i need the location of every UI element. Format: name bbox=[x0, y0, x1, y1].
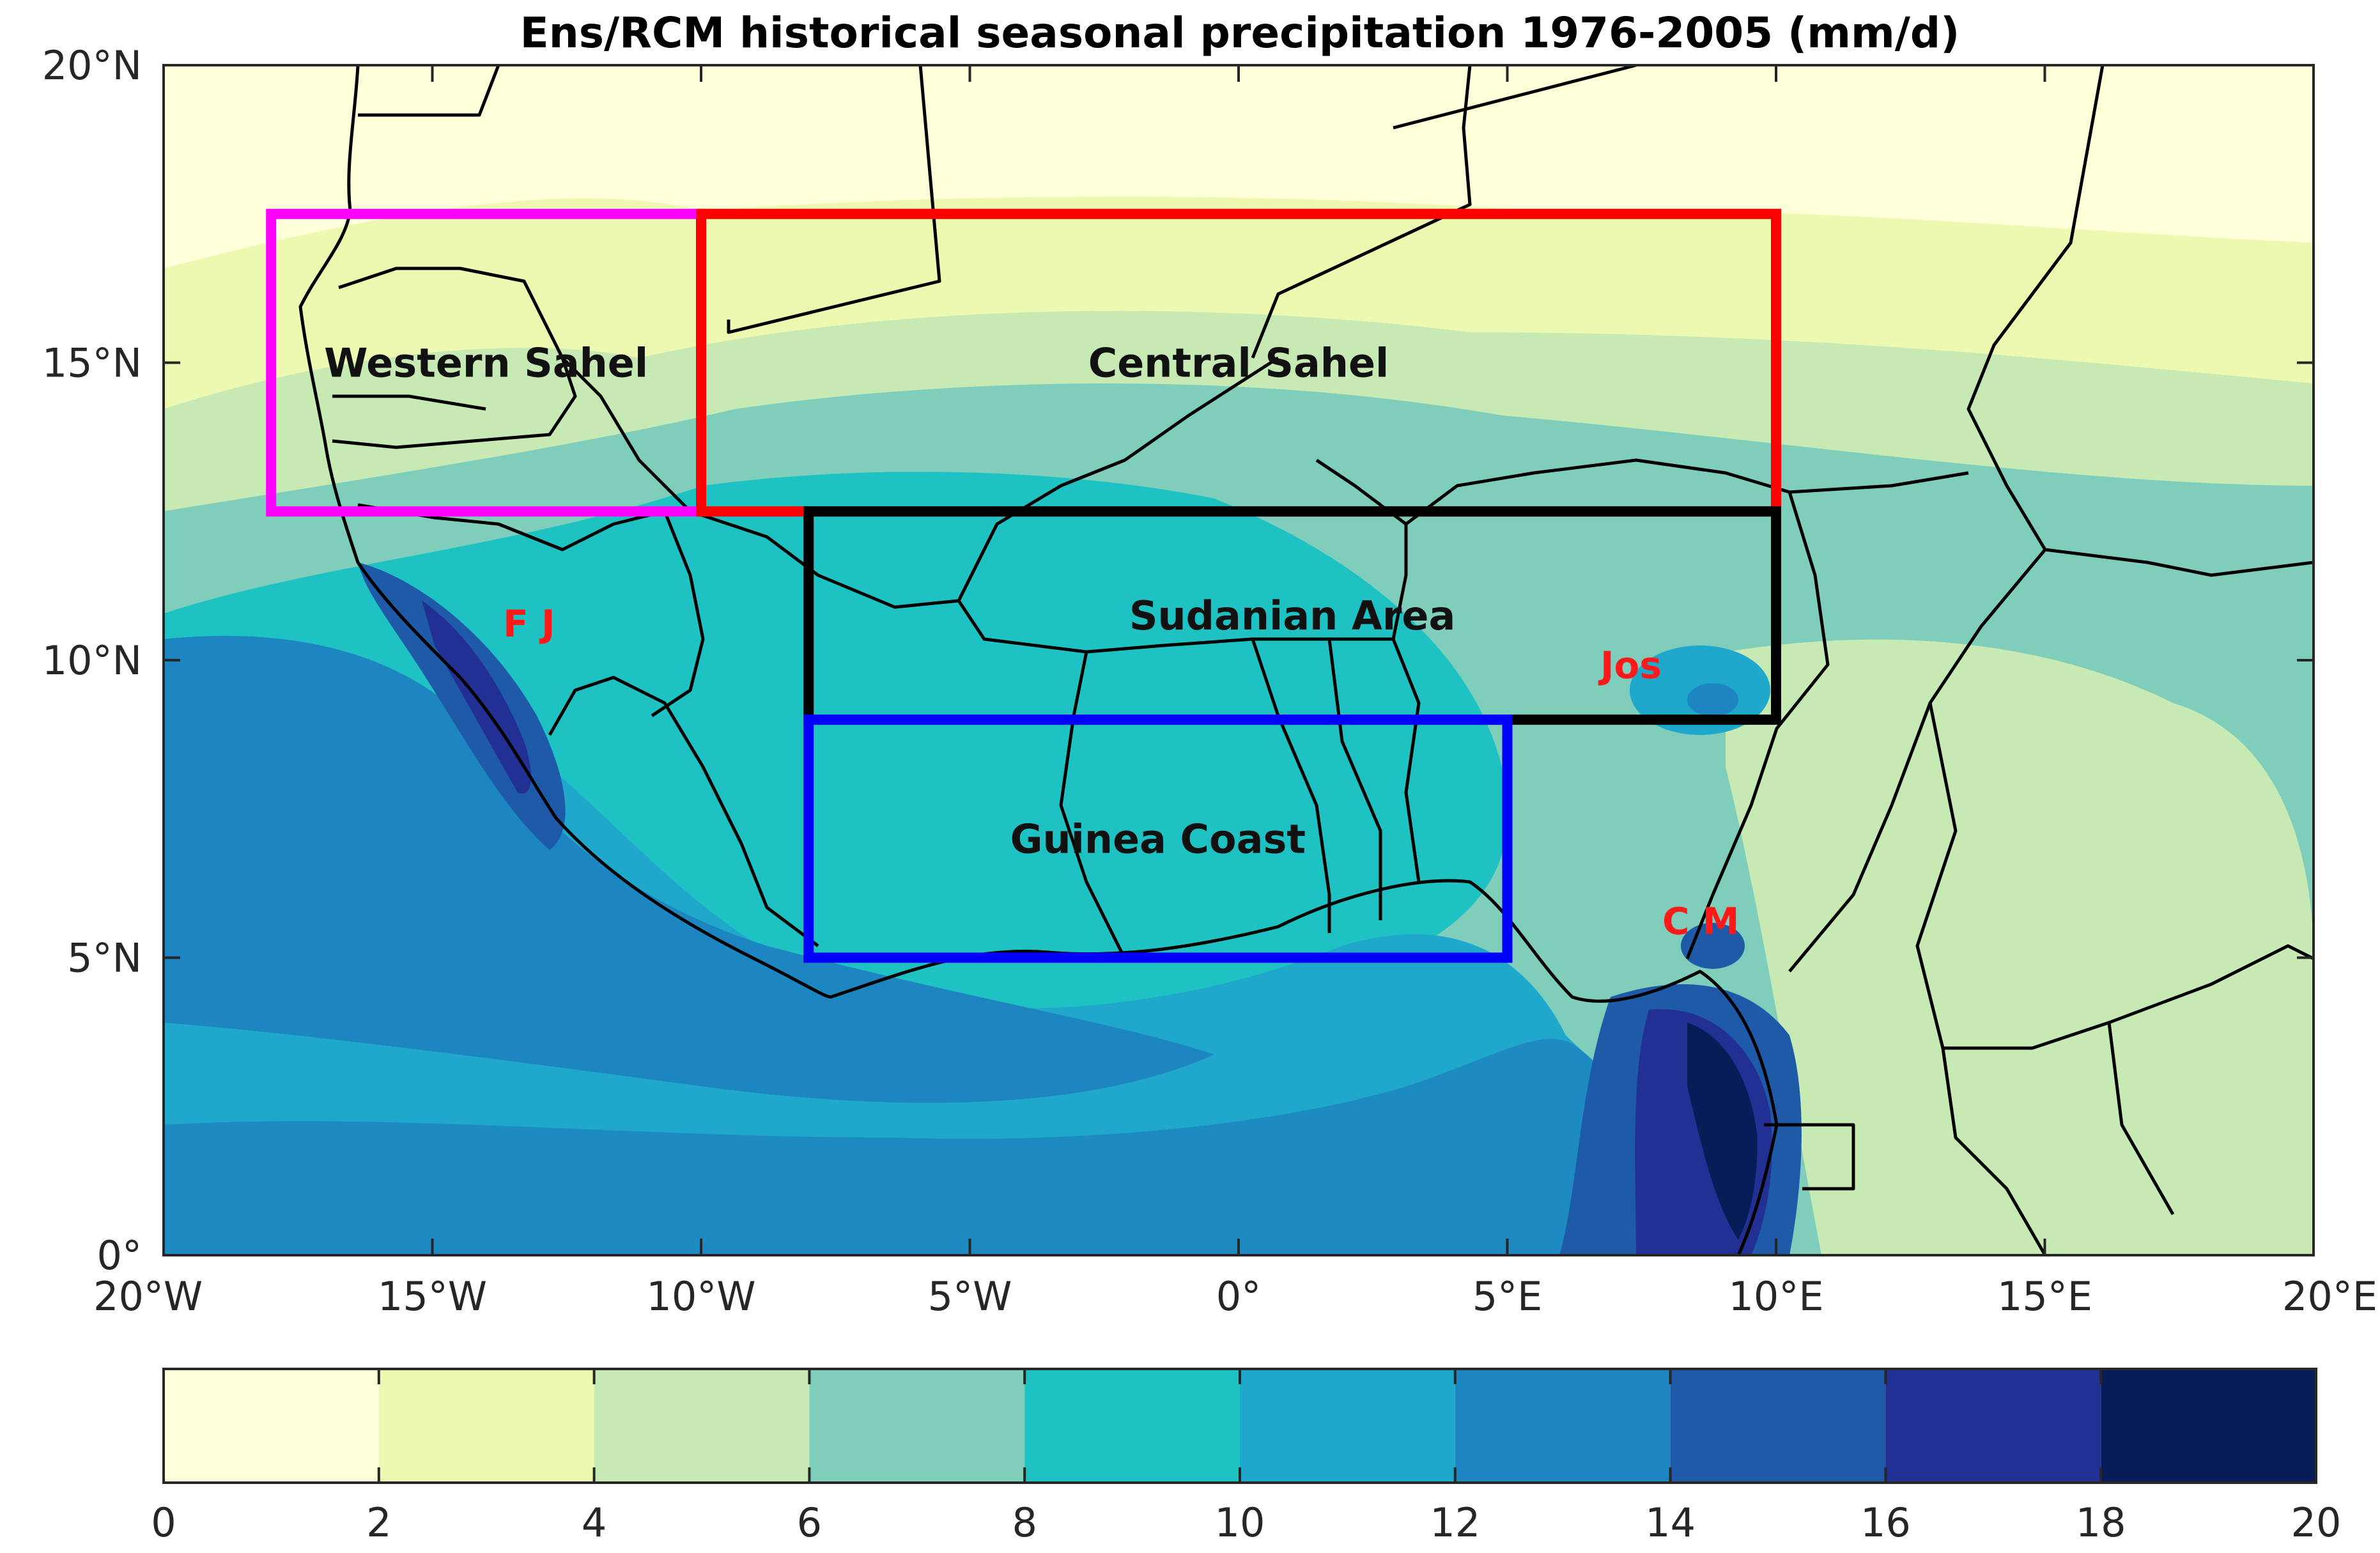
region-label: Sudanian Area bbox=[1129, 592, 1455, 639]
border-mali-south bbox=[561, 356, 1279, 609]
map-axis-labels: 20°W 15°W 10°W 5°W 0° 5°E 10°E 15°E 20°E 0° 5°N 10°… bbox=[42, 42, 2377, 1320]
region-box-guinea-coast bbox=[803, 715, 1513, 963]
border-cameroon-car bbox=[1915, 702, 2314, 1050]
lon-tick-label: 0° bbox=[1216, 1273, 1261, 1320]
border-benin-nigeria bbox=[1391, 638, 1421, 883]
region-boxes: Western Sahel Central Sahel Sudanian Area G… bbox=[266, 208, 1781, 963]
colorbar-tick-label: 14 bbox=[1645, 1499, 1696, 1546]
lon-tick-label: 15°E bbox=[1997, 1273, 2092, 1320]
colorbar-tick-label: 18 bbox=[2076, 1499, 2126, 1546]
colorbar-tick-label: 8 bbox=[1012, 1499, 1037, 1546]
colorbar-swatch bbox=[809, 1369, 1025, 1483]
colorbar-swatch bbox=[1670, 1369, 1886, 1483]
precip-field-18-20-cm bbox=[1687, 1023, 1758, 1240]
border-senegal bbox=[332, 267, 577, 449]
border-libya-chad bbox=[1393, 65, 1637, 130]
colorbar-swatch bbox=[1024, 1369, 1240, 1483]
region-label: Guinea Coast bbox=[1010, 815, 1306, 862]
border-car-drc bbox=[2107, 1022, 2175, 1216]
border-togo-benin bbox=[1327, 638, 1382, 920]
station-label: F J bbox=[503, 602, 555, 645]
colorbar-tick-label: 10 bbox=[1215, 1499, 1265, 1546]
border-mauritania-mali bbox=[727, 65, 941, 334]
colorbar-swatch bbox=[594, 1369, 810, 1483]
colorbar-swatch bbox=[2101, 1369, 2316, 1483]
lat-tick-label: 5°N bbox=[67, 935, 142, 982]
colorbar: 0 2 4 6 8 10 12 14 16 18 20 bbox=[151, 1368, 2342, 1546]
colorbar-tick-label: 20 bbox=[2291, 1499, 2342, 1546]
colorbar-swatch bbox=[1455, 1369, 1671, 1483]
precip-field-jos-core bbox=[1687, 683, 1738, 716]
lon-tick-label: 20°W bbox=[93, 1273, 203, 1320]
border-ivory-ghana bbox=[1059, 651, 1127, 960]
lon-tick-label: 10°W bbox=[646, 1273, 755, 1320]
lat-tick-label: 0° bbox=[97, 1232, 142, 1279]
lon-tick-label: 20°E bbox=[2282, 1273, 2377, 1320]
colorbar-tick-label: 16 bbox=[1860, 1499, 1911, 1546]
region-label: Central Sahel bbox=[1088, 340, 1389, 387]
colorbar-swatch bbox=[164, 1369, 379, 1483]
border-ghana-togo bbox=[1251, 638, 1331, 933]
figure-title: Ens/RCM historical seasonal precipitatio… bbox=[520, 8, 1960, 58]
colorbar-swatch bbox=[1885, 1369, 2101, 1483]
border-chad-sudan bbox=[2044, 548, 2314, 577]
colorbar-tick-label: 4 bbox=[582, 1499, 607, 1546]
precip-field-12-14 bbox=[164, 635, 1214, 1103]
lon-tick-label: 10°E bbox=[1728, 1273, 1823, 1320]
border-gambia bbox=[332, 394, 486, 411]
border-nigeria-cameroon bbox=[1685, 491, 1830, 959]
colorbar-swatch bbox=[1240, 1369, 1455, 1483]
precip-field-4-6-east bbox=[1726, 639, 2314, 1255]
lon-tick-label: 5°E bbox=[1472, 1273, 1543, 1320]
station-label: Jos bbox=[1598, 644, 1662, 687]
station-label: C M bbox=[1662, 899, 1739, 943]
colorbar-tick-label: 6 bbox=[797, 1499, 822, 1546]
colorbar-tick-label: 2 bbox=[366, 1499, 391, 1546]
border-gabon-congo bbox=[1764, 1123, 1855, 1191]
lon-tick-label: 15°W bbox=[378, 1273, 487, 1320]
precipitation-map bbox=[164, 65, 2314, 1255]
border-congo-north bbox=[1941, 1047, 2047, 1255]
country-borders bbox=[298, 65, 2314, 1255]
lat-tick-label: 15°N bbox=[42, 340, 142, 387]
coastline bbox=[298, 65, 1779, 1255]
lat-tick-label: 10°N bbox=[42, 637, 142, 684]
border-mauritania-north bbox=[358, 65, 500, 117]
region-label: Western Sahel bbox=[324, 340, 648, 387]
colorbar-tick-label: 0 bbox=[151, 1499, 176, 1546]
station-labels: F J Jos C M bbox=[503, 602, 1739, 943]
lon-tick-label: 5°W bbox=[928, 1273, 1012, 1320]
colorbar-swatch bbox=[378, 1369, 594, 1483]
lat-tick-label: 20°N bbox=[42, 42, 142, 89]
border-lake-chad bbox=[1789, 471, 1969, 494]
border-sierra-leone-liberia bbox=[548, 676, 819, 947]
border-guinea bbox=[357, 503, 705, 718]
map-axis-ticks bbox=[162, 64, 2315, 1256]
colorbar-tick-label: 12 bbox=[1430, 1499, 1480, 1546]
precip-field-12-14-b bbox=[164, 1039, 1674, 1255]
border-niger-nigeria bbox=[1405, 458, 1790, 525]
border-algeria-niger bbox=[1251, 65, 1472, 359]
